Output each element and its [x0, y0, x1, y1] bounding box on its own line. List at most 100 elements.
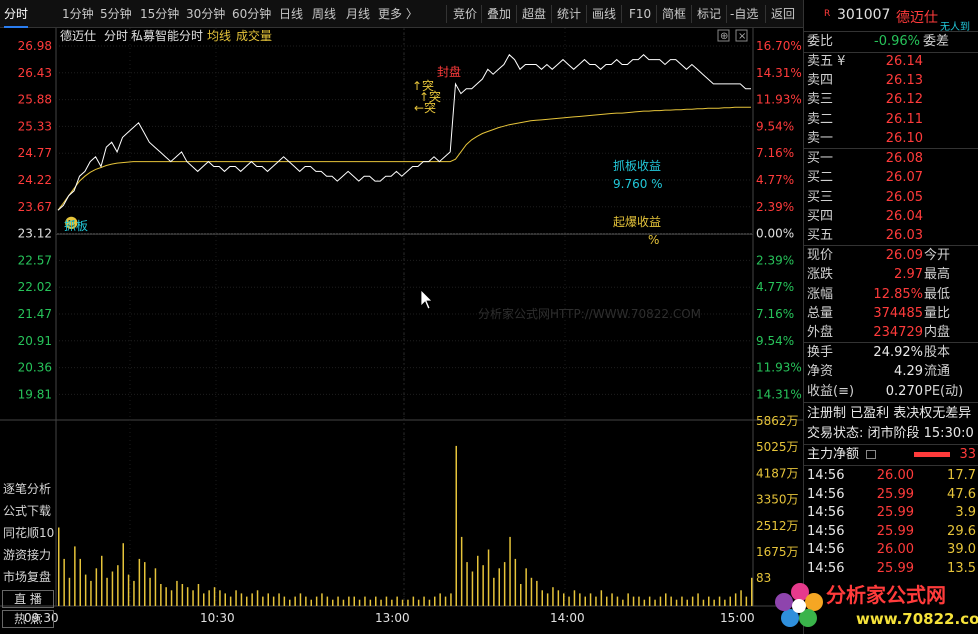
- volume-bar: [160, 584, 162, 606]
- percent-tick-label: 11.93%: [756, 361, 802, 375]
- r-badge-icon: R: [824, 9, 831, 19]
- tick-volume: 13.5: [947, 561, 976, 576]
- volume-bar: [332, 599, 334, 606]
- simple-frame-button[interactable]: 简框: [662, 7, 687, 21]
- percent-tick-label: 11.93%: [756, 93, 802, 107]
- list-icon[interactable]: [866, 450, 876, 459]
- volume-bar: [428, 599, 431, 606]
- price-grid: [56, 28, 753, 606]
- volume-bar: [589, 593, 592, 606]
- tab-15min[interactable]: 15分钟: [140, 7, 180, 21]
- watchlist-remove-button[interactable]: -自选: [730, 7, 759, 21]
- left-menu-formula-download[interactable]: 公式下载: [3, 504, 52, 518]
- ask-level-label: 卖五 ¥: [807, 54, 846, 69]
- f10-button[interactable]: F10: [629, 7, 652, 21]
- toolbar-divider: [765, 5, 766, 23]
- toolbar-divider: [551, 5, 552, 23]
- volume-bar: [299, 593, 302, 606]
- price-tick-label: 20.91: [18, 334, 52, 348]
- zoom-in-icon[interactable]: ⊕: [717, 29, 730, 42]
- price-tick-label: 22.02: [18, 280, 52, 294]
- ask-level-label: 卖二: [807, 111, 834, 127]
- auction-button[interactable]: 竞价: [453, 7, 478, 21]
- trade-status: 交易状态: 闭市阶段 15:30:0: [807, 426, 974, 441]
- main-flow-value: 33: [959, 447, 976, 462]
- toolbar-divider: [446, 5, 447, 23]
- tick-volume: 39.0: [947, 542, 976, 558]
- left-menu-hotspot-button[interactable]: 热 点: [2, 610, 54, 628]
- ask-price: 26.10: [885, 130, 923, 146]
- stats-value: 4.29: [894, 364, 923, 380]
- volume-tick-label: 2512万: [756, 519, 799, 533]
- time-tick-label: 13:00: [375, 611, 410, 625]
- volume-bar: [68, 577, 71, 606]
- stats-value: 24.92%: [873, 345, 923, 360]
- quote-value: 26.09: [885, 248, 923, 263]
- left-menu-ths10[interactable]: 同花顺10: [3, 526, 55, 540]
- volume-bar: [546, 593, 549, 606]
- back-button[interactable]: 返回: [771, 7, 796, 21]
- left-menu-trade-analysis[interactable]: 逐笔分析: [3, 482, 52, 496]
- tab-daily[interactable]: 日线: [279, 7, 304, 21]
- overlay-button[interactable]: 叠加: [487, 7, 512, 21]
- volume-bar: [477, 555, 479, 606]
- volume-bar: [262, 596, 264, 606]
- tick-row: 14:56 25.99 47.6: [804, 485, 978, 504]
- panel-divider: [804, 444, 978, 445]
- close-icon[interactable]: ×: [735, 29, 748, 42]
- tab-30min[interactable]: 30分钟: [186, 7, 226, 21]
- price-tick-label: 22.57: [18, 253, 52, 267]
- quote-label: 总量: [807, 305, 834, 321]
- price-tick-label: 21.47: [18, 307, 52, 321]
- flower-logo-icon: [775, 583, 823, 627]
- volume-bar: [611, 593, 613, 606]
- super-button[interactable]: 超盘: [522, 7, 547, 21]
- chart-indicator-name[interactable]: 私募智能分时: [131, 28, 203, 43]
- draw-line-button[interactable]: 画线: [592, 7, 617, 21]
- volume-bar: [235, 590, 237, 606]
- left-menu-market-review[interactable]: 市场复盘: [3, 570, 52, 584]
- quote-label-2: 今开: [924, 248, 951, 263]
- bid-level-label: 买一: [807, 151, 834, 166]
- volume-bar: [267, 593, 269, 606]
- tab-more[interactable]: 更多 〉: [378, 7, 418, 21]
- volume-bar: [718, 596, 721, 606]
- tab-monthly[interactable]: 月线: [346, 7, 371, 21]
- quote-value: 234729: [873, 325, 923, 341]
- volume-bar: [138, 558, 141, 606]
- volume-bar: [584, 596, 586, 606]
- ask-level-label: 卖四: [807, 73, 834, 89]
- tab-60min[interactable]: 60分钟: [232, 7, 272, 21]
- volume-bar: [251, 593, 253, 606]
- volume-bar: [643, 599, 646, 606]
- tab-weekly[interactable]: 周线: [312, 7, 337, 21]
- ask-row: 卖四 26.13: [804, 71, 978, 90]
- tab-5min[interactable]: 5分钟: [100, 7, 132, 21]
- stats-button[interactable]: 统计: [557, 7, 582, 21]
- left-menu-live-button[interactable]: 直 播: [2, 590, 54, 608]
- volume-bar: [396, 596, 398, 606]
- volume-bar: [563, 593, 565, 606]
- mark-button[interactable]: 标记: [697, 7, 722, 21]
- percent-tick-label: 9.54%: [756, 119, 794, 133]
- tab-1min[interactable]: 1分钟: [62, 7, 94, 21]
- volume-bar: [294, 596, 296, 606]
- tab-intraday[interactable]: 分时: [4, 0, 29, 28]
- percent-tick-label: 4.77%: [756, 280, 794, 294]
- quote-row: 涨幅 12.85% 最低: [804, 285, 978, 304]
- volume-bar: [525, 568, 527, 606]
- tick-volume: 47.6: [947, 486, 976, 502]
- volume-bar: [573, 590, 576, 606]
- volume-bar: [740, 590, 742, 606]
- intraday-chart[interactable]: 26.98 26.43 25.88 25.33 24.77 24.22 23.67 23.12…: [0, 28, 803, 634]
- ask-row: 卖一 26.10: [804, 129, 978, 148]
- left-menu-hot-money[interactable]: 游资接力: [3, 548, 52, 562]
- ask-price: 26.13: [885, 73, 923, 89]
- volume-bar: [256, 590, 259, 606]
- bid-level-label: 买三: [807, 189, 834, 205]
- stock-tags: 注册制 已盈利 表决权无差异: [807, 406, 972, 421]
- volume-bar: [186, 587, 189, 606]
- tick-price: 25.99: [876, 561, 914, 576]
- quote-label-2: 量比: [924, 305, 951, 321]
- quote-label: 外盘: [807, 325, 834, 341]
